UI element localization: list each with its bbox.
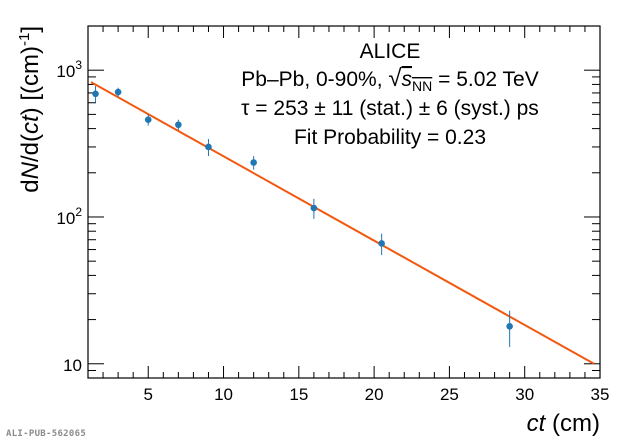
x-tick-label: 30	[515, 385, 534, 404]
annotation-collision-system: Pb–Pb, 0-90%, √sNN = 5.02 TeV	[241, 65, 538, 94]
publication-id: ALI-PUB-562065	[6, 429, 87, 439]
sqrt-symbol: √	[388, 65, 402, 92]
x-axis-title-unit: (cm)	[545, 410, 600, 437]
x-tick-label: 5	[144, 385, 153, 404]
annotation-experiment: ALICE	[360, 40, 421, 63]
data-point	[205, 143, 212, 151]
y-tick-label-10: 10	[63, 356, 82, 375]
data-point	[310, 204, 318, 212]
data-point	[175, 121, 182, 129]
data-point	[250, 159, 257, 166]
x-tick-label: 35	[591, 385, 610, 404]
x-tick-label: 20	[365, 385, 384, 404]
data-point	[144, 116, 152, 123]
annotation-fit-probability: Fit Probability = 0.23	[294, 126, 486, 149]
y-tick-label-1000: 103	[56, 58, 82, 81]
data-points	[92, 86, 513, 348]
minor-ticks	[87, 25, 600, 379]
x-axis-title-var: ct	[527, 410, 547, 437]
x-tick-label: 25	[440, 385, 459, 404]
x-tick-label: 15	[289, 385, 308, 404]
y-tick-label-100: 102	[56, 205, 82, 228]
x-tick-label: 10	[214, 385, 233, 404]
x-tick-labels: 5 10 15 20 25 30 35	[144, 385, 610, 404]
y-axis-title: dN/d(ct) [(cm)-1]	[16, 26, 44, 193]
sqrt-s-subscript: NN	[412, 78, 432, 94]
sqrt-s: s	[402, 68, 413, 91]
data-point	[114, 88, 122, 96]
annotation-lifetime: τ = 253 ± 11 (stat.) ± 6 (syst.) ps	[241, 97, 539, 120]
fit-line	[90, 81, 595, 365]
data-point	[92, 90, 99, 98]
annotation-energy: = 5.02 TeV	[432, 68, 538, 91]
data-point	[378, 240, 385, 247]
fit-layer	[90, 81, 595, 365]
x-axis-title: ct (cm)	[527, 410, 600, 437]
annotation-system-prefix: Pb–Pb, 0-90%,	[241, 68, 388, 91]
data-point	[506, 323, 513, 330]
